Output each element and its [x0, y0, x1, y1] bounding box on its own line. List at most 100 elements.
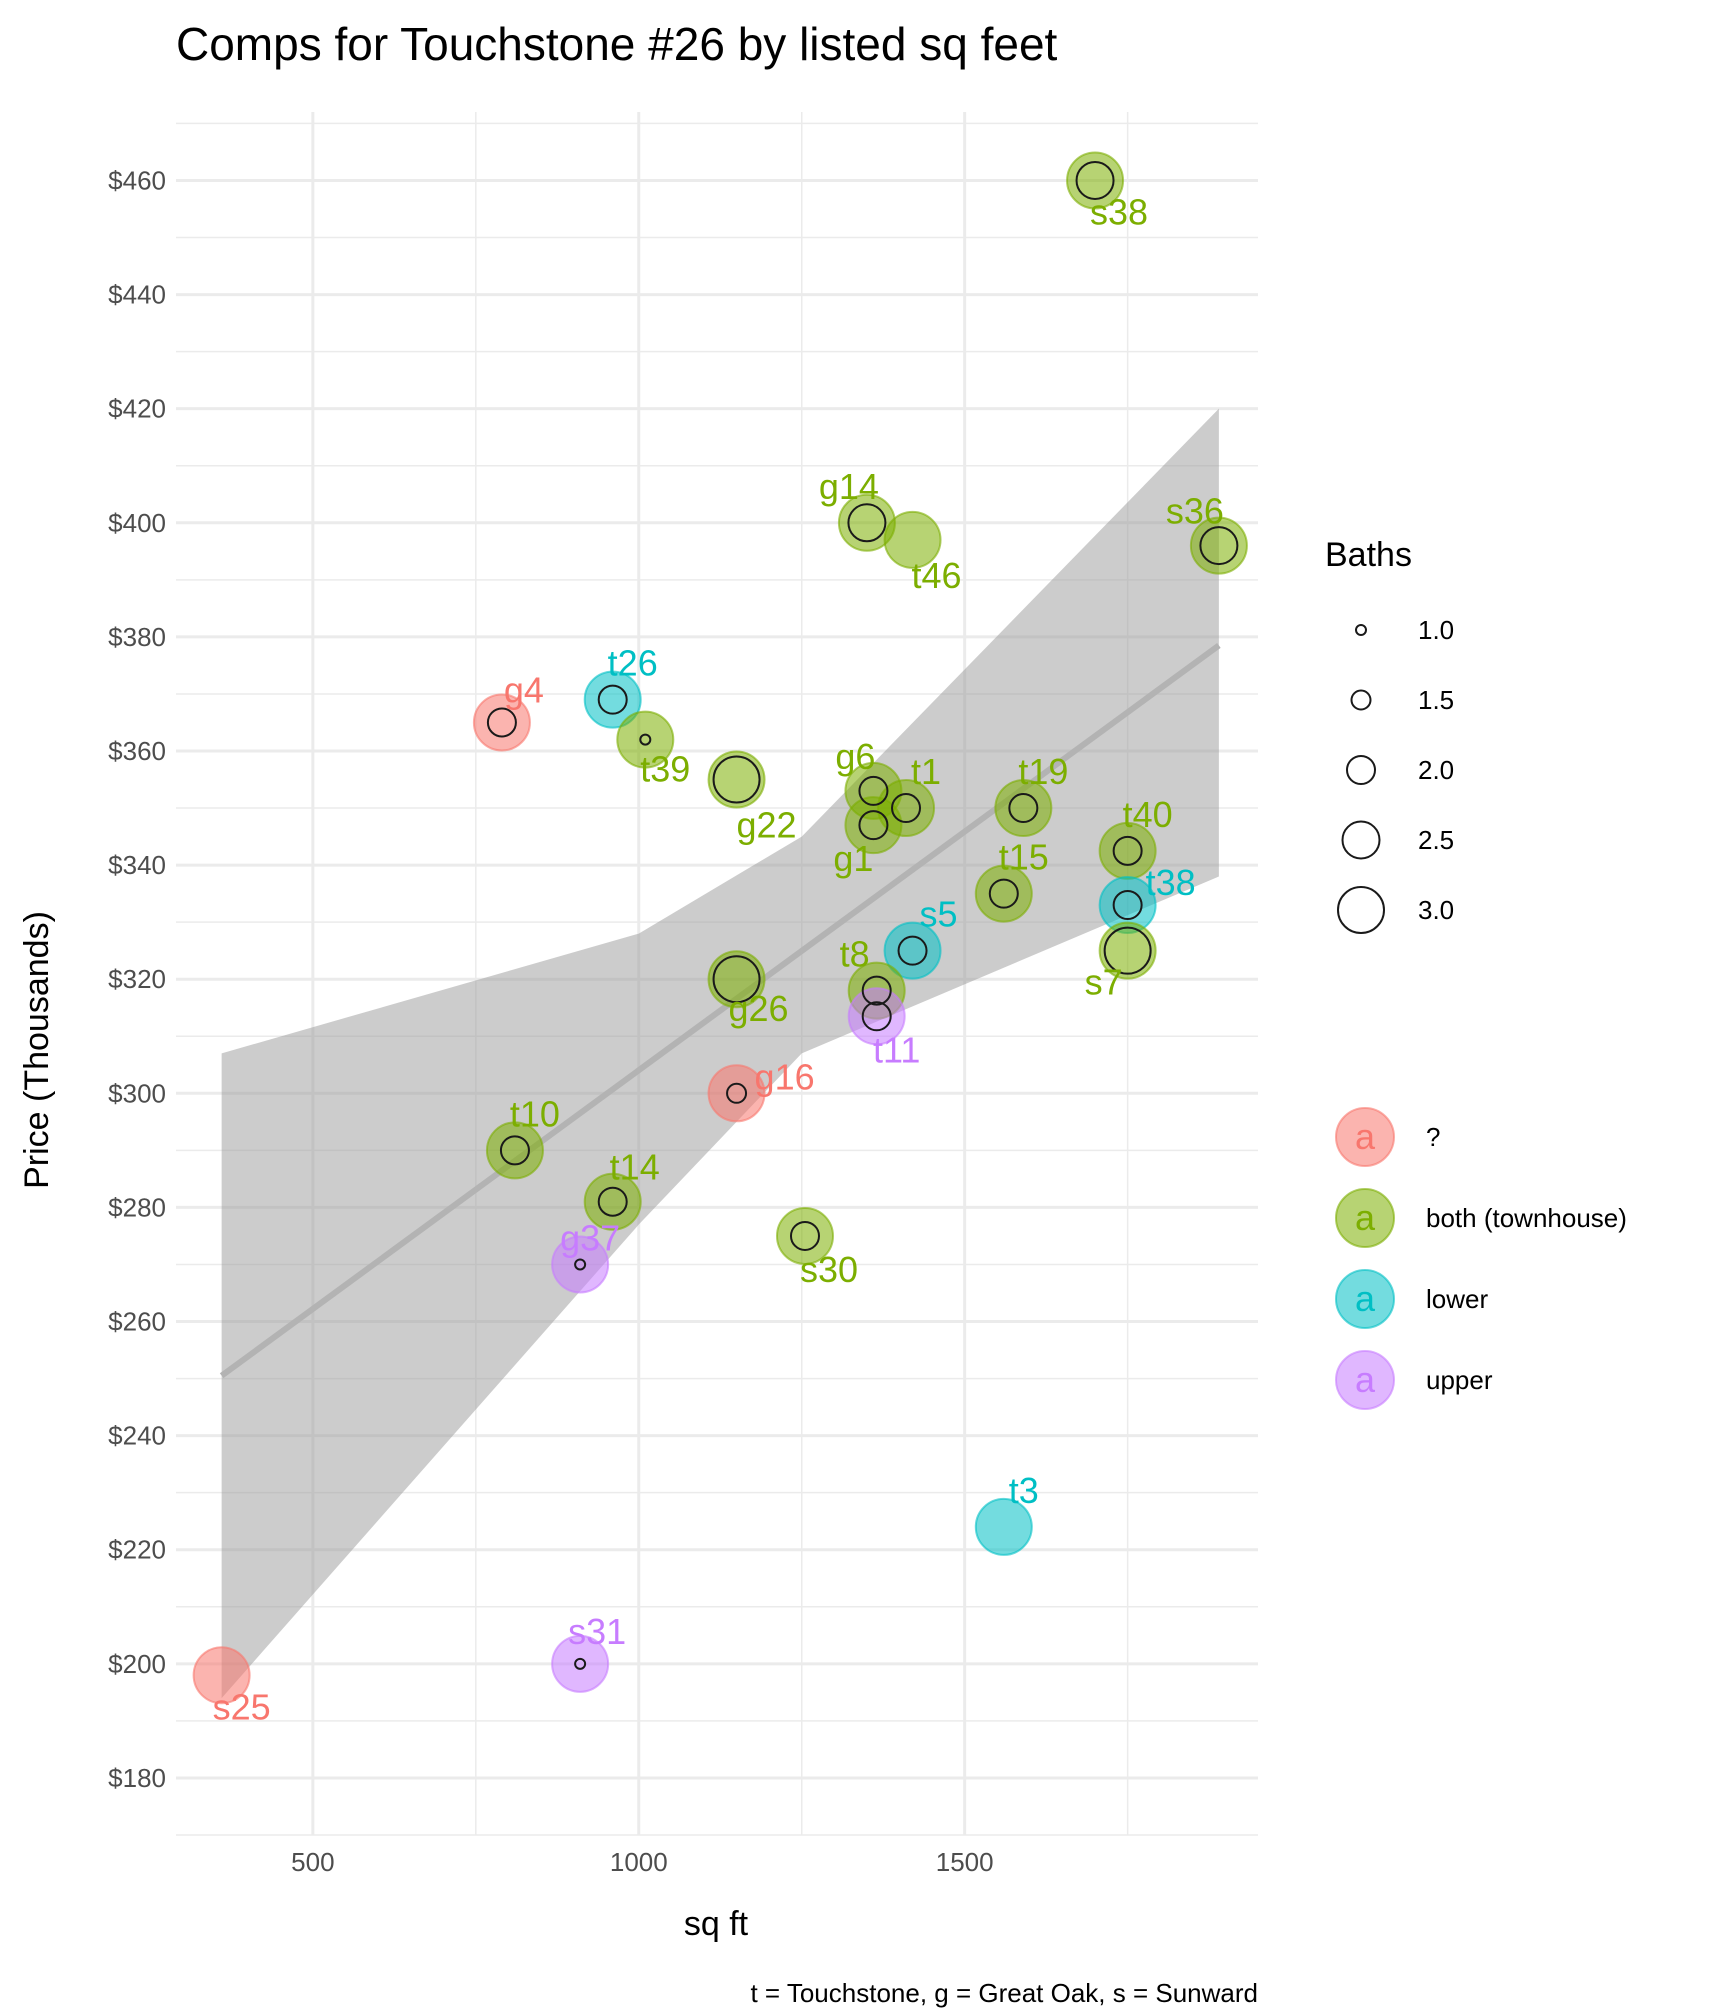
baths-legend-key	[1350, 689, 1372, 711]
point-g4	[472, 693, 531, 752]
axis-ticks-layer: $180 $200 $220 $240 $260 $280 $300 $320 $340 $360…	[108, 165, 993, 1877]
baths-legend: Baths 1.0 1.5 2.0 2.5 3.0	[1325, 536, 1454, 934]
point-label-s25: s25	[213, 1686, 271, 1727]
point-label-t46: t46	[912, 555, 962, 596]
baths-legend-label: 2.5	[1418, 825, 1454, 855]
point-t39	[616, 710, 675, 769]
trend-line-layer	[219, 643, 1221, 1379]
point-label-t40: t40	[1123, 794, 1173, 835]
point-label-t38: t38	[1146, 862, 1196, 903]
group-legend-glyph: a	[1355, 1197, 1376, 1238]
chart-caption: t = Touchstone, g = Great Oak, s = Sunwa…	[750, 1978, 1258, 2008]
y-tick-label: $240	[108, 1421, 166, 1451]
point-s36	[1189, 516, 1248, 575]
point-label-t19: t19	[1018, 751, 1068, 792]
baths-marker-g6	[858, 775, 889, 806]
group-legend-label: both (townhouse)	[1426, 1203, 1627, 1233]
baths-marker-t26	[597, 684, 628, 715]
baths-marker-t19	[1008, 793, 1039, 824]
baths-marker-t11	[861, 1001, 892, 1032]
confidence-band-layer	[221, 408, 1219, 1699]
x-tick-label: 500	[291, 1847, 334, 1877]
group-legend-key	[1335, 1107, 1395, 1167]
baths-marker-s38	[1075, 160, 1115, 200]
group-legend-key	[1335, 1269, 1395, 1329]
group-legend-glyph: a	[1355, 1278, 1376, 1319]
y-tick-label: $260	[108, 1307, 166, 1337]
baths-marker-g16	[726, 1082, 748, 1104]
x-tick-label: 1000	[610, 1847, 668, 1877]
group-legend-label: lower	[1426, 1284, 1488, 1314]
y-tick-label: $340	[108, 850, 166, 880]
y-tick-label: $220	[108, 1535, 166, 1565]
y-tick-label: $300	[108, 1078, 166, 1108]
point-label-s36: s36	[1166, 491, 1224, 532]
point-label-t14: t14	[610, 1147, 660, 1188]
point-label-s7: s7	[1085, 962, 1123, 1003]
baths-marker-t40	[1112, 835, 1143, 866]
y-tick-label: $200	[108, 1649, 166, 1679]
y-tick-label: $420	[108, 394, 166, 424]
point-label-t8: t8	[840, 934, 870, 975]
point-label-g37: g37	[560, 1217, 620, 1258]
baths-marker-t8	[861, 975, 892, 1006]
point-s31	[551, 1634, 610, 1693]
baths-marker-g22	[712, 755, 761, 804]
y-tick-label: $400	[108, 508, 166, 538]
point-label-g16: g16	[755, 1056, 815, 1097]
point-label-s5: s5	[920, 894, 958, 935]
point-t11	[847, 987, 906, 1046]
y-tick-label: $280	[108, 1192, 166, 1222]
point-t46	[883, 510, 942, 569]
baths-marker-t1	[891, 793, 922, 824]
baths-marker-g1	[858, 810, 889, 841]
baths-marker-s31	[574, 1657, 587, 1670]
point-t19	[994, 779, 1053, 838]
point-t10	[485, 1121, 544, 1180]
baths-marker-t39	[639, 733, 652, 746]
point-t26	[583, 670, 642, 729]
point-g26	[707, 950, 766, 1009]
point-g37	[551, 1235, 610, 1294]
point-label-s31: s31	[568, 1611, 626, 1652]
baths-legend-label: 2.0	[1418, 755, 1454, 785]
baths-marker-s7	[1103, 926, 1152, 975]
point-label-g26: g26	[729, 988, 789, 1029]
group-legend-glyph: a	[1355, 1359, 1376, 1400]
baths-legend-title: Baths	[1325, 536, 1412, 574]
point-label-t15: t15	[999, 837, 1049, 878]
group-legend-label: ?	[1426, 1122, 1440, 1152]
point-labels-layer: s38 g14 t46 s36 t26 g4 t39 g22 g6 t1 t19 g1 t40 t15 t3…	[213, 191, 1224, 1727]
point-label-g1: g1	[833, 838, 873, 879]
point-label-t3: t3	[1009, 1470, 1039, 1511]
baths-legend-key	[1337, 886, 1385, 934]
point-s38	[1066, 151, 1125, 210]
y-tick-label: $460	[108, 165, 166, 195]
y-tick-label: $440	[108, 280, 166, 310]
baths-marker-t14	[597, 1186, 628, 1217]
point-s5	[883, 921, 942, 980]
point-label-t26: t26	[608, 643, 658, 684]
trend-line	[219, 643, 1221, 1379]
point-t15	[974, 864, 1033, 923]
group-legend-label: upper	[1426, 1365, 1493, 1395]
baths-marker-t10	[499, 1135, 530, 1166]
point-label-g4: g4	[504, 669, 544, 710]
point-label-t1: t1	[911, 751, 941, 792]
point-label-g14: g14	[819, 466, 879, 507]
baths-marker-s30	[789, 1220, 820, 1251]
baths-markers-layer	[486, 160, 1239, 1670]
y-tick-label: $360	[108, 736, 166, 766]
baths-marker-g26	[712, 955, 761, 1004]
point-g16	[707, 1064, 766, 1123]
point-label-g6: g6	[835, 736, 875, 777]
group-legend-key	[1335, 1188, 1395, 1248]
chart-title: Comps for Touchstone #26 by listed sq fe…	[176, 18, 1058, 70]
point-label-g22: g22	[737, 805, 797, 846]
baths-marker-t15	[988, 878, 1019, 909]
baths-legend-label: 1.0	[1418, 615, 1454, 645]
y-tick-label: $180	[108, 1763, 166, 1793]
point-label-t10: t10	[510, 1093, 560, 1134]
baths-legend-label: 3.0	[1418, 895, 1454, 925]
